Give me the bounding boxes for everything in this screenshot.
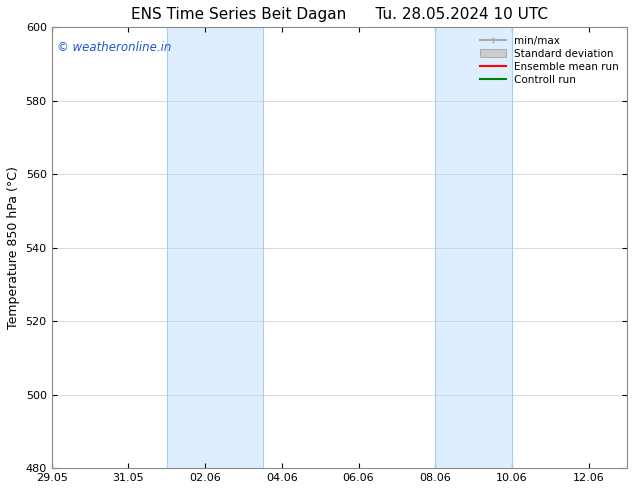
Bar (167, 27, 262, 468)
Legend: min/max, Standard deviation, Ensemble mean run, Controll run: min/max, Standard deviation, Ensemble me… (477, 32, 622, 88)
Text: © weatheronline.in: © weatheronline.in (57, 41, 172, 53)
Title: ENS Time Series Beit Dagan      Tu. 28.05.2024 10 UTC: ENS Time Series Beit Dagan Tu. 28.05.202… (131, 7, 548, 22)
Bar (435, 27, 512, 468)
Y-axis label: Temperature 850 hPa (°C): Temperature 850 hPa (°C) (7, 166, 20, 329)
